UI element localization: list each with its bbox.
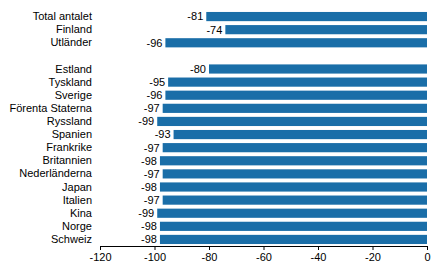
category-label: Utländer bbox=[50, 36, 92, 48]
category-label: Estland bbox=[55, 63, 92, 75]
bar bbox=[160, 235, 427, 244]
data-label: -93 bbox=[155, 128, 171, 140]
y-tick: Nederländerna bbox=[19, 167, 100, 179]
bar bbox=[157, 117, 427, 126]
bar bbox=[225, 25, 427, 34]
data-label: -97 bbox=[144, 168, 160, 180]
data-label: -99 bbox=[138, 115, 154, 127]
bar bbox=[160, 156, 427, 165]
y-tick: Britannien bbox=[42, 154, 100, 166]
y-tick: Norge bbox=[62, 220, 100, 232]
y-tick: Frankrike bbox=[46, 141, 100, 153]
category-label: Britannien bbox=[42, 154, 92, 166]
x-tick-mark bbox=[155, 246, 156, 250]
data-label: -81 bbox=[187, 10, 203, 22]
x-tick-mark bbox=[318, 246, 319, 250]
bar bbox=[163, 169, 427, 178]
data-label: -96 bbox=[146, 89, 162, 101]
x-tick-label: -100 bbox=[144, 251, 166, 263]
bar bbox=[168, 78, 427, 87]
category-label: Tyskland bbox=[49, 76, 92, 88]
y-axis: Total antaletFinlandUtländer EstlandTyskl… bbox=[9, 10, 100, 245]
x-tick-label: -40 bbox=[311, 251, 327, 263]
data-label: -80 bbox=[190, 63, 206, 75]
category-label: Finland bbox=[56, 23, 92, 35]
bar bbox=[209, 64, 427, 73]
x-tick-mark bbox=[373, 246, 374, 250]
x-tick: -120 bbox=[89, 246, 111, 263]
y-tick: Förenta Staterna bbox=[9, 102, 100, 114]
x-axis-line bbox=[101, 247, 428, 251]
category-label: Schweiz bbox=[51, 233, 92, 245]
category-label: Japan bbox=[62, 181, 92, 193]
x-tick-mark bbox=[264, 246, 265, 250]
x-axis: -120 -100 -80 -60 -40 -20 0 bbox=[89, 246, 430, 263]
bars bbox=[157, 12, 427, 244]
x-tick-label: -20 bbox=[365, 251, 381, 263]
data-label: -96 bbox=[146, 37, 162, 49]
y-tick: Finland bbox=[56, 23, 100, 35]
data-label: -97 bbox=[144, 142, 160, 154]
data-label: -98 bbox=[141, 220, 157, 232]
data-label: -98 bbox=[141, 155, 157, 167]
y-tick: Italien bbox=[63, 194, 100, 206]
x-tick-mark bbox=[209, 246, 210, 250]
category-label: Norge bbox=[62, 220, 92, 232]
y-tick: Spanien bbox=[52, 128, 100, 140]
x-tick-label: -60 bbox=[256, 251, 272, 263]
y-tick: Estland bbox=[55, 63, 100, 75]
category-label: Total antalet bbox=[33, 10, 92, 22]
bar bbox=[163, 143, 427, 152]
y-tick: Total antalet bbox=[33, 10, 100, 22]
category-label: Nederländerna bbox=[19, 167, 93, 179]
x-tick-mark bbox=[100, 246, 101, 250]
y-tick: Tyskland bbox=[49, 76, 100, 88]
bar bbox=[165, 91, 427, 100]
bar bbox=[163, 196, 427, 205]
y-tick: Utländer bbox=[50, 36, 100, 48]
x-tick: -20 bbox=[365, 246, 381, 263]
x-tick-label: 0 bbox=[424, 251, 430, 263]
category-label: Sverige bbox=[55, 89, 92, 101]
category-label: Kina bbox=[70, 207, 93, 219]
x-tick-label: -120 bbox=[89, 251, 111, 263]
category-label: Förenta Staterna bbox=[9, 102, 92, 114]
data-label: -74 bbox=[206, 24, 222, 36]
data-label: -99 bbox=[138, 207, 154, 219]
plot: -81-74-96-80-95-96-97-99-93-97-98-97-98-… bbox=[9, 10, 430, 263]
bar bbox=[163, 104, 427, 113]
bar bbox=[160, 182, 427, 191]
data-label: -98 bbox=[141, 181, 157, 193]
data-label: -97 bbox=[144, 102, 160, 114]
x-tick: -100 bbox=[144, 246, 166, 263]
data-label: -98 bbox=[141, 233, 157, 245]
x-tick: -40 bbox=[311, 246, 327, 263]
bar bbox=[165, 38, 427, 47]
chart: -81-74-96-80-95-96-97-99-93-97-98-97-98-… bbox=[0, 0, 442, 272]
category-label: Italien bbox=[63, 194, 92, 206]
bar bbox=[160, 222, 427, 231]
category-label: Spanien bbox=[52, 128, 92, 140]
x-tick: -80 bbox=[202, 246, 218, 263]
y-tick: Japan bbox=[62, 181, 100, 193]
data-labels: -81-74-96-80-95-96-97-99-93-97-98-97-98-… bbox=[138, 10, 222, 245]
category-label: Ryssland bbox=[47, 115, 92, 127]
y-tick: Kina bbox=[70, 207, 100, 219]
bar bbox=[206, 12, 427, 21]
x-tick: -60 bbox=[256, 246, 272, 263]
x-tick-label: -80 bbox=[202, 251, 218, 263]
data-label: -95 bbox=[149, 76, 165, 88]
y-tick: Schweiz bbox=[51, 233, 100, 245]
category-label: Frankrike bbox=[46, 141, 92, 153]
y-tick: Ryssland bbox=[47, 115, 100, 127]
y-tick: Sverige bbox=[55, 89, 100, 101]
x-tick-mark bbox=[427, 246, 428, 250]
data-label: -97 bbox=[144, 194, 160, 206]
x-tick: 0 bbox=[424, 246, 430, 263]
bar bbox=[157, 209, 427, 218]
bar bbox=[174, 130, 427, 139]
